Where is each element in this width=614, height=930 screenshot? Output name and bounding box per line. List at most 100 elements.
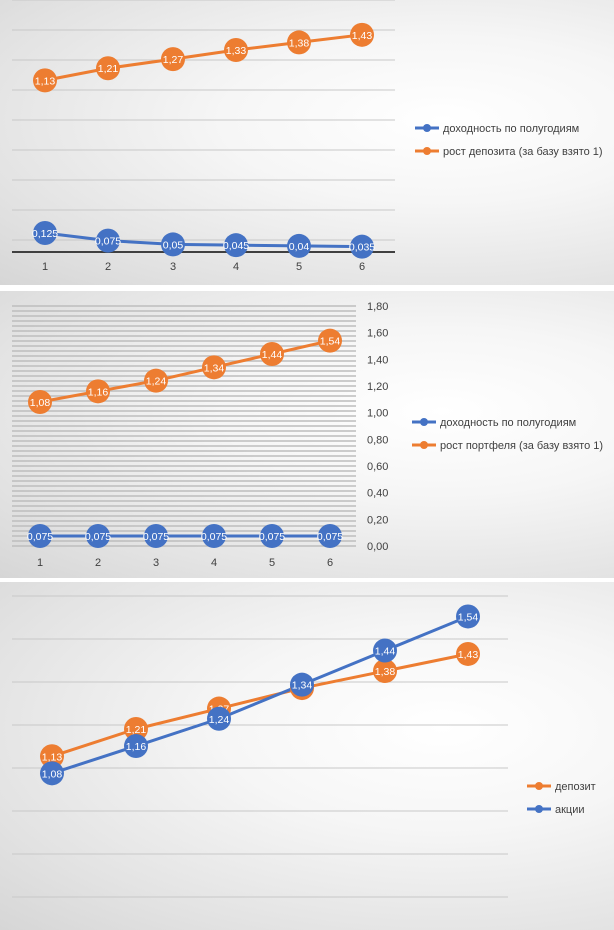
chart-2-x-tick-label: 4 bbox=[211, 557, 217, 569]
chart-2-y-tick-label: 0,60 bbox=[367, 461, 388, 473]
chart-3-svg: 1,131,211,271,331,381,431,081,161,241,34… bbox=[12, 595, 596, 898]
chart-1-x-tick-label: 3 bbox=[170, 261, 176, 273]
chart-1-x-tick-label: 5 bbox=[296, 261, 302, 273]
chart-1-series-2-data-label: 1,21 bbox=[98, 63, 119, 75]
chart-2-series-2-data-label: 1,34 bbox=[204, 362, 225, 374]
chart-1-series-2-data-label: 1,33 bbox=[226, 45, 247, 57]
chart-1-series-2-data-label: 1,13 bbox=[35, 75, 56, 87]
chart-2-series-1-data-label: 0,075 bbox=[143, 531, 169, 543]
chart-2-series-1-data-label: 0,075 bbox=[317, 531, 343, 543]
chart-1-legend-label-2: рост депозита (за базу взято 1) bbox=[443, 146, 603, 158]
chart-2-x-tick-label: 3 bbox=[153, 557, 159, 569]
chart-2-series-1-point bbox=[318, 524, 342, 548]
chart-2-y-tick-label: 0,00 bbox=[367, 541, 388, 553]
chart-3-series-2-point bbox=[290, 672, 314, 697]
chart-1-series-1-point bbox=[224, 233, 248, 258]
chart-3-series-1-data-label: 1,21 bbox=[126, 724, 147, 736]
chart-1-series-1-data-label: 0,05 bbox=[163, 239, 184, 251]
chart-2-series-1-data-label: 0,075 bbox=[201, 531, 227, 543]
chart-2-series-2-data-label: 1,24 bbox=[146, 376, 167, 388]
chart-1-series-2-data-label: 1,27 bbox=[163, 54, 184, 66]
chart-2-legend-label-2: рост портфеля (за базу взято 1) bbox=[440, 440, 603, 452]
chart-3-legend-label-1: депозит bbox=[555, 781, 596, 793]
chart-2-series-2-point bbox=[260, 342, 284, 366]
chart-2-legend-marker-2 bbox=[420, 441, 428, 449]
chart-2-y-tick-label: 1,20 bbox=[367, 381, 388, 393]
chart-2-series-1-data-label: 0,075 bbox=[85, 531, 111, 543]
chart-1-series-1-data-label: 0,125 bbox=[32, 228, 58, 240]
chart-2-x-tick-label: 6 bbox=[327, 557, 333, 569]
chart-1-series-2-point bbox=[350, 22, 374, 47]
chart-2-series-2-data-label: 1,44 bbox=[262, 349, 283, 361]
chart-1-x-tick-label: 6 bbox=[359, 261, 365, 273]
chart-3-legend-label-2: акции bbox=[555, 804, 585, 816]
chart-1-series-1-point bbox=[33, 221, 57, 246]
chart-1-series-2-point bbox=[224, 38, 248, 63]
chart-2-legend-marker-1 bbox=[420, 418, 428, 426]
chart-2-series-2-point bbox=[318, 328, 342, 353]
chart-3-series-2-data-label: 1,08 bbox=[42, 768, 63, 780]
chart-1-series-1-data-label: 0,035 bbox=[349, 242, 375, 254]
chart-2-x-tick-label: 5 bbox=[269, 557, 275, 569]
chart-2-series-2-point bbox=[144, 368, 168, 393]
chart-3-series-1-point bbox=[373, 659, 397, 684]
chart-3-series-2-point bbox=[40, 761, 64, 786]
chart-2-series-2-point bbox=[202, 355, 226, 380]
chart-1-series-1-point bbox=[350, 234, 374, 259]
chart-3-series-2-point bbox=[456, 604, 480, 629]
chart-3-series-1-point bbox=[456, 641, 480, 666]
chart-1-svg: 1 2 3 4 5 6 0,125 0,075 0,05 0,045 0,04 0,035 1,13 1,… bbox=[12, 0, 603, 273]
chart-1-series-1-data-label: 0,04 bbox=[289, 241, 310, 253]
chart-3-series-1-point bbox=[124, 716, 148, 741]
chart-1-series-1-point bbox=[161, 232, 185, 257]
chart-2-y-tick-label: 1,60 bbox=[367, 328, 388, 340]
chart-3-series-1-data-label: 1,43 bbox=[458, 649, 479, 661]
chart-3-series-1-data-label: 1,38 bbox=[375, 666, 396, 678]
chart-3-series-2-point bbox=[124, 734, 148, 759]
chart-1-panel: 1 2 3 4 5 6 0,125 0,075 0,05 0,045 0,04 0,035 1,13 1,… bbox=[0, 0, 614, 285]
chart-1-series-2-point bbox=[33, 68, 57, 93]
chart-3-legend-marker-1 bbox=[535, 782, 543, 790]
chart-2-series-1-data-label: 0,075 bbox=[259, 531, 285, 543]
chart-1-legend-marker-1 bbox=[423, 124, 431, 132]
chart-1-series-1-point bbox=[287, 233, 311, 258]
chart-3-series-2-data-label: 1,24 bbox=[209, 714, 230, 726]
chart-2-y-tick-label: 1,40 bbox=[367, 354, 388, 366]
chart-1-series-2-data-label: 1,38 bbox=[289, 37, 310, 49]
chart-3-series-2-data-label: 1,34 bbox=[292, 680, 313, 692]
chart-3-series-2-point bbox=[373, 638, 397, 663]
chart-1-series-1-data-label: 0,045 bbox=[223, 240, 249, 252]
chart-1-legend-marker-2 bbox=[423, 147, 431, 155]
chart-2-series-2-point bbox=[86, 379, 110, 404]
chart-1-series-2-data-label: 1,43 bbox=[352, 30, 373, 42]
chart-1-x-tick-label: 2 bbox=[105, 261, 111, 273]
chart-3-series-2-data-label: 1,44 bbox=[375, 646, 396, 658]
chart-3-series-1-point bbox=[40, 744, 64, 769]
chart-3-legend-marker-2 bbox=[535, 805, 543, 813]
chart-2-y-tick-label: 0,20 bbox=[367, 514, 388, 526]
chart-2-series-1-point bbox=[202, 524, 226, 548]
chart-2-y-tick-label: 1,80 bbox=[367, 301, 388, 313]
chart-1-series-1-point bbox=[96, 228, 120, 253]
chart-3-series-2-point bbox=[207, 706, 231, 731]
chart-2-legend-label-1: доходность по полугодиям bbox=[440, 417, 576, 429]
chart-2-x-tick-label: 1 bbox=[37, 557, 43, 569]
chart-1-x-tick-label: 1 bbox=[42, 261, 48, 273]
chart-2-x-tick-label: 2 bbox=[95, 557, 101, 569]
chart-1-series-2-point bbox=[96, 56, 120, 81]
chart-3-series-2-line bbox=[51, 615, 469, 775]
chart-2-y-tick-label: 0,40 bbox=[367, 488, 388, 500]
chart-2-series-2-point bbox=[28, 390, 52, 414]
chart-3-series-1-line bbox=[51, 652, 469, 758]
chart-1-series-2-line bbox=[44, 33, 363, 82]
chart-3-series-2-data-label: 1,16 bbox=[126, 741, 147, 753]
chart-1-series-2-point bbox=[287, 30, 311, 55]
chart-1-series-2-point bbox=[161, 47, 185, 72]
chart-2-panel: 0,00 0,20 0,40 0,60 0,80 1,00 1,20 1,40 1,60 1,80… bbox=[0, 291, 614, 578]
chart-1-series-1-data-label: 0,075 bbox=[95, 236, 121, 248]
chart-3-panel: 1,131,211,271,331,381,431,081,161,241,34… bbox=[0, 582, 614, 930]
chart-2-series-1-point bbox=[86, 524, 110, 548]
chart-3-series-2-data-label: 1,54 bbox=[458, 611, 479, 623]
chart-1-x-tick-label: 4 bbox=[233, 261, 239, 273]
chart-2-series-2-data-label: 1,08 bbox=[30, 397, 51, 409]
